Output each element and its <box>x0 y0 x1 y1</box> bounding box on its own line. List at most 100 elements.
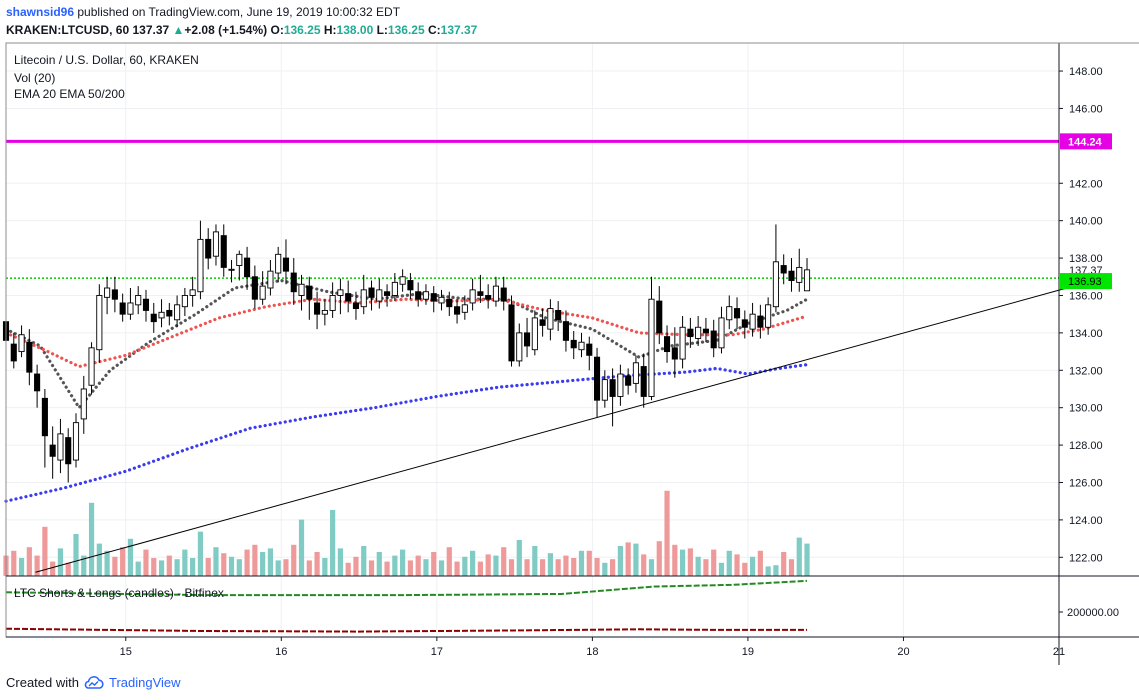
candle-down <box>555 309 562 321</box>
candle-down <box>10 343 17 362</box>
candle-down <box>733 308 741 319</box>
volume-bar <box>96 543 102 576</box>
candle-down <box>345 293 352 302</box>
volume-bar <box>571 558 577 576</box>
candle-up <box>632 362 639 384</box>
publish-info: published on TradingView.com, June 19, 2… <box>77 5 401 19</box>
volume-bar <box>166 555 172 576</box>
chart-legend: Litecoin / U.S. Dollar, 60, KRAKEN Vol (2… <box>14 53 199 101</box>
volume-bar <box>641 554 647 576</box>
up-arrow-icon: ▲ <box>172 23 185 37</box>
horizontal-price-lines[interactable] <box>6 139 1059 279</box>
volume-bar <box>532 546 538 576</box>
volume-bar <box>633 543 639 576</box>
candle-down <box>586 343 593 356</box>
candle-down <box>562 321 569 341</box>
volume-bar <box>368 560 375 576</box>
volume-bar <box>804 543 810 576</box>
volume-bar <box>617 546 623 576</box>
volume-bar <box>260 552 266 576</box>
candle-up <box>399 276 406 285</box>
tradingview-brand[interactable]: TradingView <box>108 675 181 690</box>
volume-bar <box>672 544 678 576</box>
ema-line-200 <box>4 363 809 503</box>
volume-bar <box>221 553 227 576</box>
candle-down <box>407 280 414 291</box>
price-tick-label: 142.00 <box>1069 178 1103 190</box>
tradingview-cloud-icon <box>84 675 104 689</box>
volume-bar <box>306 560 312 576</box>
volume-bar <box>11 550 17 576</box>
volume-bar <box>656 541 662 576</box>
candle-down <box>26 341 33 373</box>
candle-up <box>57 433 64 461</box>
candle-down <box>788 270 795 281</box>
volume-bar <box>267 548 274 576</box>
volume-bar <box>275 560 281 576</box>
volume-bar <box>190 558 196 576</box>
candle-up <box>267 270 274 289</box>
candle-up <box>422 291 430 300</box>
candle-down <box>220 235 227 268</box>
volume-bar <box>376 552 382 576</box>
candle-down <box>663 336 671 353</box>
legend-entry: EMA 20 EMA 50/200 <box>14 87 125 101</box>
shorts-longs-pane: LTC Shorts & Longs (candles) - Bitfinex <box>5 579 808 633</box>
high-value: 138.00 <box>336 23 374 37</box>
volume-bar <box>18 558 25 576</box>
candle-down <box>757 315 764 328</box>
candle-down <box>710 330 717 349</box>
volume-bar <box>314 552 320 576</box>
ema-lines <box>4 278 809 503</box>
candle-up <box>360 289 367 308</box>
chart-title: Litecoin / U.S. Dollar, 60, KRAKEN <box>14 53 199 67</box>
candle-up <box>197 238 204 293</box>
candle-up <box>765 304 772 328</box>
candle-up <box>578 341 585 351</box>
volume-bar <box>602 562 608 576</box>
candle-up <box>531 317 538 351</box>
volume-bar <box>73 534 79 576</box>
price-tick-label: 138.00 <box>1069 253 1103 265</box>
volume-bar <box>679 549 686 576</box>
volume-bar <box>407 560 414 576</box>
high-label: H: <box>323 23 337 37</box>
volume-bar <box>742 562 748 576</box>
candle-down <box>49 444 56 457</box>
volume-bar <box>757 550 763 576</box>
volume-bar <box>57 548 64 576</box>
symbol-label: KRAKEN:LTCUSD, 60 <box>6 23 130 37</box>
candle-up <box>80 388 87 420</box>
open-label: O: <box>270 23 284 37</box>
volume-bar <box>291 544 297 576</box>
candle-up <box>236 253 243 267</box>
time-tick-label: 15 <box>120 646 132 658</box>
volume-bar <box>423 559 429 576</box>
volume-bar <box>88 502 95 576</box>
candle-down <box>352 302 360 310</box>
time-tick-label: 16 <box>275 646 287 658</box>
volume-bar <box>648 559 655 576</box>
time-tick-label: 18 <box>586 646 598 658</box>
price-axis[interactable]: 122.00 124.00 126.00 128.00 130.00 132.00 134.… <box>1059 66 1119 619</box>
candle-up <box>726 306 733 321</box>
candle-up <box>601 379 608 401</box>
candle-up <box>329 295 336 311</box>
candle-down <box>41 397 48 437</box>
candle-down <box>485 295 492 300</box>
candle-down <box>671 347 678 360</box>
time-axis[interactable]: 15 16 17 18 19 20 21 <box>120 637 1065 658</box>
volume-bar <box>594 558 600 576</box>
price-tick-label: 134.00 <box>1069 328 1103 340</box>
price-tick-label: 132.00 <box>1069 365 1103 377</box>
candle-down <box>65 437 72 465</box>
ohlc-header: KRAKEN:LTCUSD, 60 137.37 ▲+2.08 (+1.54%)… <box>6 23 477 37</box>
trendline[interactable] <box>35 287 1067 573</box>
series-shorts <box>5 627 808 633</box>
volume-bar <box>563 555 569 576</box>
volume-bar <box>462 556 468 576</box>
author-username[interactable]: shawnsid96 <box>6 5 75 19</box>
support-price-label-box <box>1060 273 1112 290</box>
volume-bar <box>143 549 149 576</box>
